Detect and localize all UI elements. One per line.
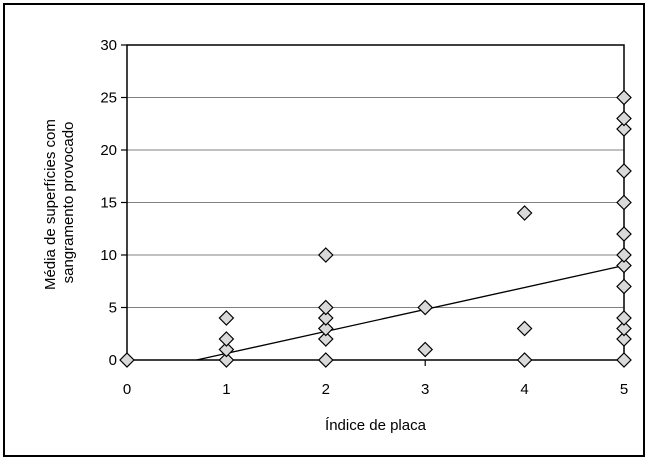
y-tick-label: 0 bbox=[109, 352, 117, 369]
data-point bbox=[616, 89, 632, 106]
grid-lines bbox=[127, 97, 624, 308]
data-point bbox=[317, 247, 334, 263]
data-point bbox=[616, 163, 632, 179]
data-point bbox=[616, 257, 632, 274]
y-tick-label: 25 bbox=[100, 90, 117, 107]
data-point bbox=[218, 352, 235, 368]
data-point bbox=[317, 331, 334, 347]
data-point bbox=[616, 226, 632, 242]
trend-line bbox=[196, 264, 625, 361]
data-point bbox=[616, 310, 632, 326]
x-tick-label: 1 bbox=[222, 381, 230, 398]
data-point bbox=[218, 331, 235, 347]
y-tick-label: 10 bbox=[100, 247, 117, 264]
data-point bbox=[417, 341, 434, 358]
chart-frame bbox=[3, 3, 645, 457]
x-tick-label: 2 bbox=[322, 381, 330, 398]
data-point bbox=[317, 352, 334, 368]
y-tick-label: 30 bbox=[100, 37, 117, 54]
data-point bbox=[616, 121, 632, 137]
x-axis-label: Índice de placa bbox=[325, 417, 427, 434]
data-point bbox=[417, 299, 434, 316]
x-tick-label: 0 bbox=[123, 381, 131, 398]
data-point bbox=[616, 320, 632, 337]
data-point bbox=[616, 278, 632, 295]
data-point bbox=[218, 310, 235, 326]
data-point bbox=[119, 352, 135, 368]
data-point bbox=[516, 205, 533, 221]
data-point bbox=[616, 352, 632, 368]
y-axis-ticks: 0 5 10 15 20 25 30 bbox=[100, 37, 127, 369]
data-point bbox=[616, 331, 632, 347]
data-point bbox=[516, 352, 533, 368]
data-point bbox=[317, 299, 334, 316]
y-axis-label-line-1: Média de superfícies com bbox=[42, 119, 59, 290]
y-tick-label: 5 bbox=[109, 300, 117, 317]
data-point bbox=[218, 341, 235, 358]
x-tick-label: 4 bbox=[520, 381, 528, 398]
x-tick-label: 3 bbox=[421, 381, 429, 398]
data-points bbox=[119, 89, 632, 368]
y-tick-label: 15 bbox=[100, 195, 117, 212]
y-tick-label: 20 bbox=[100, 142, 117, 159]
y-axis-label-line-2: sangramento provocado bbox=[60, 122, 77, 284]
data-point bbox=[616, 194, 632, 211]
data-point bbox=[616, 247, 632, 263]
data-point bbox=[317, 320, 334, 337]
data-point bbox=[616, 110, 632, 127]
x-axis-ticks: 0 1 2 3 4 5 bbox=[123, 360, 628, 398]
x-tick-label: 5 bbox=[620, 381, 628, 398]
y-axis-label: Média de superfícies com sangramento pro… bbox=[42, 115, 77, 290]
data-point bbox=[317, 310, 334, 326]
data-point bbox=[516, 320, 533, 337]
